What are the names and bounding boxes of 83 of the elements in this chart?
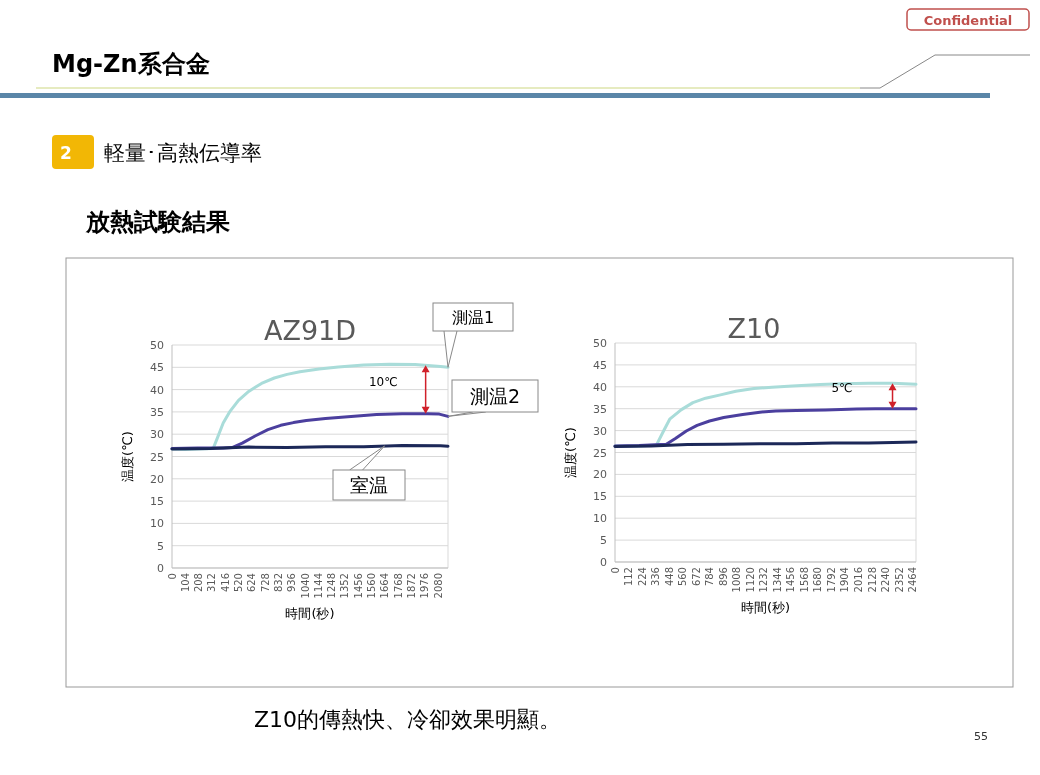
y-tick-label: 5: [600, 534, 607, 548]
text: Z10的傳熱快、冷卻效果明顯。: [254, 707, 562, 732]
x-tick-label: 1456: [785, 567, 797, 593]
y-tick-label: 40: [593, 380, 607, 394]
y-tick-label: 45: [593, 358, 607, 372]
x-tick-label: 224: [636, 567, 648, 587]
x-tick-label: 560: [677, 567, 689, 587]
y-tick-label: 20: [593, 468, 607, 482]
y-axis-title: 温度(℃): [563, 427, 578, 478]
y-tick-label: 35: [593, 402, 607, 416]
text: Mg-Zn系合金: [52, 50, 210, 78]
text: 軽量･高熱伝導率: [104, 141, 262, 165]
series-label: 室温: [350, 473, 388, 496]
y-tick-label: 20: [150, 472, 164, 486]
y-tick-label: 15: [150, 495, 164, 509]
y-tick-label: 50: [150, 339, 164, 352]
x-tick-label: 1120: [744, 567, 756, 593]
x-tick-label: 112: [623, 567, 635, 587]
y-tick-label: 0: [600, 556, 607, 569]
x-tick-label: 936: [286, 573, 298, 593]
x-tick-label: 1248: [326, 573, 338, 599]
chart-title: Z10: [727, 313, 781, 344]
x-tick-label: 1568: [798, 567, 810, 593]
x-tick-label: 2352: [893, 567, 905, 593]
y-tick-label: 5: [157, 539, 164, 553]
y-tick-label: 45: [150, 361, 164, 375]
y-tick-label: 25: [593, 446, 607, 460]
y-tick-label: 50: [593, 337, 607, 350]
series-label: 測温2: [469, 384, 521, 407]
y-axis-title: 温度(℃): [120, 431, 135, 482]
y-tick-label: 15: [593, 490, 607, 504]
chart-title: AZ91D: [263, 315, 357, 346]
x-tick-label: 832: [272, 573, 284, 593]
x-tick-label: 416: [219, 573, 231, 593]
x-tick-label: 1680: [812, 567, 824, 593]
x-tick-label: 448: [663, 567, 675, 587]
text: 2: [60, 143, 72, 163]
y-tick-label: 30: [593, 424, 607, 438]
x-tick-label: 1232: [758, 567, 770, 593]
x-tick-label: 1976: [419, 573, 431, 599]
x-tick-label: 1352: [339, 573, 351, 599]
y-tick-label: 35: [150, 405, 164, 419]
x-tick-label: 1040: [299, 573, 311, 599]
x-tick-label: 336: [650, 567, 662, 587]
x-tick-label: 728: [259, 573, 271, 593]
x-tick-label: 2128: [866, 567, 878, 593]
x-axis-title: 時間(秒): [740, 600, 791, 615]
x-tick-label: 208: [193, 573, 205, 593]
x-tick-label: 1144: [312, 573, 324, 599]
x-tick-label: 2464: [907, 567, 919, 593]
text: Confidential: [923, 13, 1013, 28]
y-tick-label: 30: [150, 428, 164, 442]
x-tick-label: 104: [179, 573, 191, 593]
x-tick-label: 672: [690, 567, 702, 587]
x-tick-label: 784: [704, 567, 716, 587]
x-tick-label: 520: [233, 573, 245, 593]
x-tick-label: 624: [246, 573, 258, 593]
x-tick-label: 2080: [432, 573, 444, 599]
x-tick-label: 896: [717, 567, 729, 587]
x-tick-label: 0: [609, 567, 621, 574]
y-tick-label: 25: [150, 450, 164, 464]
y-tick-label: 10: [593, 512, 607, 526]
y-tick-label: 40: [150, 383, 164, 397]
annotation: 10℃: [368, 374, 398, 389]
y-tick-label: 10: [150, 517, 164, 531]
x-tick-label: 2240: [880, 567, 892, 593]
x-tick-label: 2016: [853, 567, 865, 593]
x-tick-label: 1664: [379, 573, 391, 599]
x-tick-label: 1560: [366, 573, 378, 599]
text: 55: [974, 730, 988, 743]
x-tick-label: 1792: [825, 567, 837, 593]
text: 放熱試験結果: [85, 208, 230, 236]
x-tick-label: 1768: [392, 573, 404, 599]
x-tick-label: 1344: [771, 567, 783, 593]
x-tick-label: 312: [206, 573, 218, 593]
x-tick-label: 1904: [839, 567, 851, 593]
x-tick-label: 0: [166, 573, 178, 580]
x-tick-label: 1872: [405, 573, 417, 599]
x-axis-title: 時間(秒): [285, 606, 335, 621]
x-tick-label: 1456: [352, 573, 364, 599]
annotation: 5℃: [831, 381, 853, 395]
text: 測温1: [451, 307, 495, 327]
x-tick-label: 1008: [731, 567, 743, 593]
